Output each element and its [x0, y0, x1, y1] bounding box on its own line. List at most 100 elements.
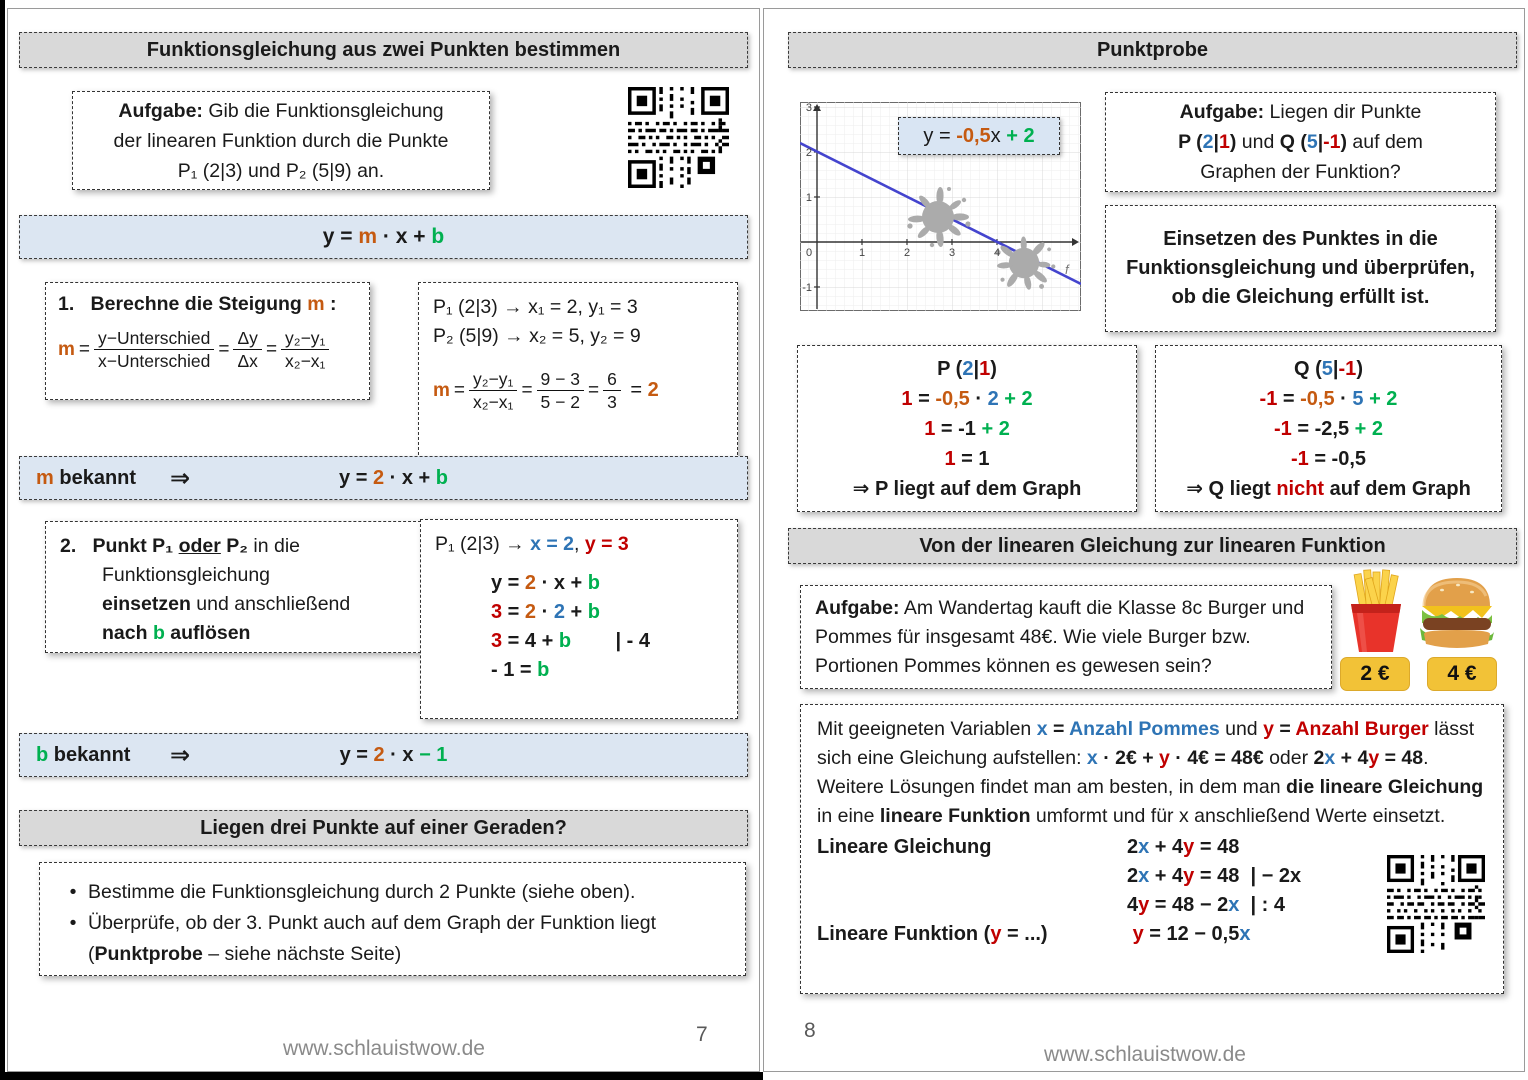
- m-symbol: m: [433, 379, 450, 401]
- m-symbol: m: [58, 338, 75, 360]
- derivation-eq4: y = 12 − 0,5x: [1127, 923, 1251, 945]
- three-points-title: Liegen drei Punkte auf einer Geraden?: [200, 816, 567, 839]
- task-line1: Aufgabe: Liegen dir Punkte: [1179, 101, 1422, 123]
- calc2-eq4: - 1 = b: [491, 659, 550, 681]
- graph-equation-label: y = -0,5 x + 2: [898, 117, 1060, 155]
- svg-text:2: 2: [904, 247, 910, 259]
- step2-line1: 2. Punkt P₁ oder P₂ in die: [60, 535, 301, 557]
- qr-code: [628, 87, 729, 188]
- derivation-eq1: 2x + 4y = 48: [1127, 836, 1240, 858]
- bottom-edge: [0, 1072, 763, 1080]
- three-points-title-bar: Liegen drei Punkte auf einer Geraden?: [19, 810, 748, 846]
- fraction-9-3-5-2: 9 − 3 5 − 2: [536, 369, 584, 412]
- bullet-item: Überprüfe, ob der 3. Punkt auch auf dem …: [58, 908, 735, 970]
- derivation-block: Lineare Gleichung 2x + 4y = 48 2x + 4y =…: [817, 833, 1487, 949]
- page-8: Punktprobe: [763, 8, 1525, 1072]
- qr-code-graphic: [1387, 855, 1485, 953]
- bullet-item: Bestimme die Funktionsgleichung durch 2 …: [58, 877, 735, 908]
- footer-url: www.schlauistwow.de: [1044, 1043, 1246, 1066]
- burger-icon: [1414, 570, 1500, 654]
- b-known-equation: y = 2 · x − 1: [339, 743, 448, 766]
- burger-price-badge: 4 €: [1427, 657, 1497, 691]
- left-edge: [0, 0, 5, 1080]
- step2-line2: Funktionsgleichung: [102, 564, 271, 586]
- equals: =: [265, 338, 278, 360]
- equals: =: [587, 379, 600, 401]
- general-formula: y = m · x + b: [322, 225, 445, 248]
- svg-text:0: 0: [806, 247, 812, 259]
- calc1-line1: P₁ (2|3) → x₁ = 2, y₁ = 3: [433, 296, 638, 318]
- three-points-box: Bestimme die Funktionsgleichung durch 2 …: [39, 862, 746, 976]
- slope-calculation: m = y₂−y₁ x₂−x₁ = 9 − 3 5 − 2 = 6 3 = 2: [433, 369, 723, 412]
- slope-calc-box: P₁ (2|3) → x₁ = 2, y₁ = 3 P₂ (5|9) → x₂ …: [418, 282, 738, 460]
- m-known-bar: m bekannt ⇒ y = 2 · x + b: [19, 456, 748, 500]
- linear-equation-title: Von der linearen Gleichung zur linearen …: [919, 534, 1386, 557]
- step2-line4: nach b auflösen: [102, 622, 251, 644]
- calc2-eq1: y = 2 · x + b: [491, 572, 600, 594]
- m-known-equation: y = 2 · x + b: [339, 466, 448, 489]
- x-axis-arrow: [1072, 238, 1079, 246]
- svg-text:3: 3: [806, 102, 812, 114]
- function-graph: 0 1 2 3 4 3 2 1 -1 f y = -0,5 x + 2: [799, 102, 1082, 311]
- calc2-eq2: 3 = 2 · 2 + b: [491, 601, 600, 623]
- slope-result: = 2: [624, 379, 659, 402]
- calc2-line1: P₁ (2|3) → x = 2, y = 3: [435, 533, 629, 555]
- footer-url: www.schlauistwow.de: [283, 1037, 485, 1060]
- explanation-paragraph: Mit geeigneten Variablen x = Anzahl Pomm…: [817, 718, 1489, 827]
- task1-line1: Aufgabe: Gib die Funktionsgleichung: [118, 99, 444, 122]
- task-wandertag-box: Aufgabe: Am Wandertag kauft die Klasse 8…: [800, 585, 1332, 689]
- linear-equation-title-bar: Von der linearen Gleichung zur linearen …: [788, 528, 1517, 564]
- fries-icon: [1343, 568, 1409, 656]
- method-box: Einsetzen des Punktes in die Funktionsgl…: [1105, 205, 1496, 332]
- calc1-line2: P₂ (5|9) → x₂ = 5, y₂ = 9: [433, 325, 641, 347]
- step2-line3: einsetzen und anschließend: [102, 593, 351, 615]
- point-p-check-box: P (2|1) 1 = -0,5 · 2 + 2 1 = -1 + 2 1 = …: [797, 345, 1137, 512]
- function-name-label: f: [1065, 262, 1070, 277]
- task-wandertag-text: Aufgabe: Am Wandertag kauft die Klasse 8…: [815, 596, 1310, 677]
- fraction-y-x-unterschied: y−Unterschied x−Unterschied: [94, 328, 215, 371]
- task-line2: P (2|1) und Q (5|-1) auf dem: [1178, 131, 1423, 153]
- implies-arrow: ⇒: [170, 741, 191, 769]
- m-known-label: m bekannt: [36, 466, 137, 489]
- qr-code-graphic: [628, 87, 729, 188]
- axis-tick-labels: 0 1 2 3 4 3 2 1 -1: [802, 102, 1000, 294]
- fraction-y2y1-x2x1: y₂−y₁ x₂−x₁: [281, 328, 330, 371]
- calc2-eq3: 3 = 4 + b | - 4: [491, 630, 651, 652]
- page-7: Funktionsgleichung aus zwei Punkten best…: [7, 8, 760, 1072]
- equals: =: [218, 338, 230, 360]
- page8-title: Punktprobe: [1096, 38, 1209, 61]
- b-known-bar: b bekannt ⇒ y = 2 · x − 1: [19, 733, 748, 777]
- fraction-delta: Δy Δx: [233, 328, 262, 371]
- general-formula-bar: y = m · x + b: [19, 215, 748, 259]
- equals: =: [78, 338, 91, 360]
- step1-title: 1. Berechne die Steigung m :: [58, 293, 337, 315]
- method-text: Einsetzen des Punktes in die Funktionsgl…: [1126, 228, 1475, 308]
- linear-equation-label: Lineare Gleichung: [817, 836, 992, 858]
- fraction-6-3: 6 3: [603, 369, 621, 412]
- intercept-calc-box: P₁ (2|3) → x = 2, y = 3 y = 2 · x + b 3 …: [420, 519, 738, 719]
- svg-text:-1: -1: [802, 282, 812, 294]
- svg-text:1: 1: [806, 192, 812, 204]
- page-number-7: 7: [696, 1023, 708, 1046]
- task1-line2: der linearen Funktion durch die Punkte: [113, 129, 449, 152]
- equals: =: [521, 379, 533, 401]
- fraction-y2y1-x2x1: y₂−y₁ x₂−x₁: [469, 369, 518, 412]
- explanation-box: Mit geeigneten Variablen x = Anzahl Pomm…: [800, 704, 1504, 994]
- derivation-eq2: 2x + 4y = 48 | − 2x: [1127, 865, 1302, 887]
- fries-price-badge: 2 €: [1340, 657, 1410, 691]
- derivation-eq3: 4y = 48 − 2x | : 4: [1127, 894, 1285, 916]
- page7-title-bar: Funktionsgleichung aus zwei Punkten best…: [19, 32, 748, 68]
- svg-text:1: 1: [859, 247, 865, 259]
- page-number-8: 8: [804, 1019, 816, 1042]
- svg-text:2: 2: [806, 147, 812, 159]
- implies-arrow: ⇒: [170, 464, 191, 492]
- svg-text:3: 3: [949, 247, 955, 259]
- qr-code: [1387, 855, 1485, 953]
- b-known-label: b bekannt: [36, 743, 131, 766]
- page7-title: Funktionsgleichung aus zwei Punkten best…: [146, 38, 621, 61]
- linear-function-label: Lineare Funktion (y = ...): [817, 923, 1048, 945]
- task1-line3: P₁ (2|3) und P₂ (5|9) an.: [177, 159, 385, 182]
- task1-box: Aufgabe: Gib die Funktionsgleichung der …: [72, 91, 490, 190]
- step2-box: 2. Punkt P₁ oder P₂ in die Funktionsglei…: [45, 521, 426, 653]
